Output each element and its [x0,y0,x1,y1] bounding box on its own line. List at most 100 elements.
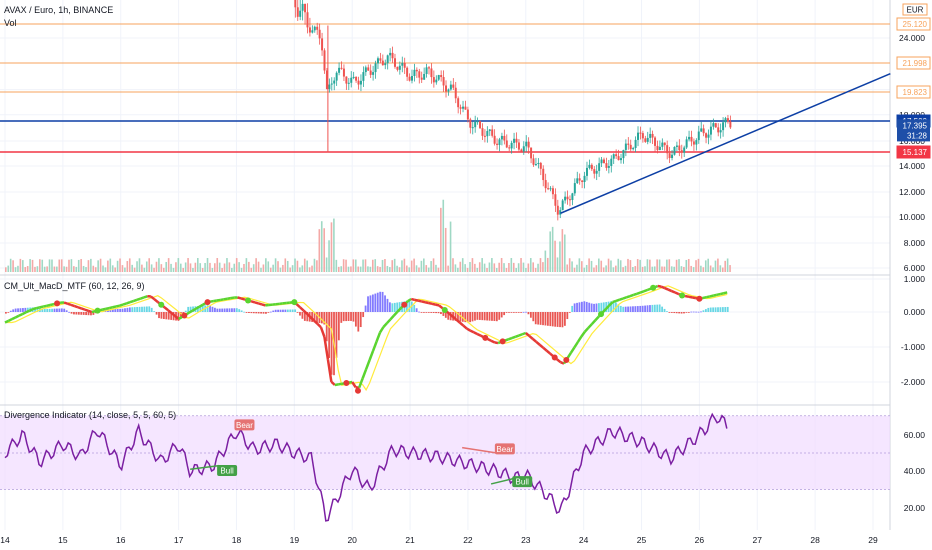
candle-body [452,84,455,88]
macd-histogram-bar [717,307,719,312]
volume-bar [685,259,688,272]
candle-body [471,127,474,129]
macd-line-segment [39,305,44,309]
rsi-line [4,412,728,522]
candle-body [658,146,661,151]
macd-line-segment [188,309,194,314]
volume-bar [498,262,500,272]
macd-histogram-bar [320,312,323,324]
volume-bar [214,263,216,272]
rsi-title: Divergence Indicator (14, close, 5, 5, 6… [4,410,176,420]
macd-cross-dot [291,299,298,306]
volume-bar [121,265,124,272]
candle-body [338,67,341,73]
bull-tag-box [217,465,238,476]
volume-bar [556,257,559,272]
macd-line-segment [195,305,201,310]
volume-bar [192,267,194,272]
macd-line-segment [590,319,597,326]
macd-histogram-bar [466,312,469,323]
macd-line-segment [21,311,27,316]
macd-cross-dot [679,292,686,299]
macd-histogram-bar [119,308,122,312]
macd-line-segment [140,296,145,300]
volume-bar [646,259,649,272]
macd-histogram-bar [160,312,163,319]
macd-line-segment [334,383,339,387]
volume-bar [316,260,318,272]
candle-body [700,128,703,132]
macd-histogram-bar [670,312,673,313]
macd-line-segment [389,314,395,321]
volume-bar [90,258,92,272]
macd-line-segment [230,296,235,300]
macd-histogram-bar [245,312,248,313]
macd-cross-dot [696,295,703,302]
volume-bar [668,259,671,272]
volume-bar [566,264,569,272]
candle-body [532,158,535,165]
volume-bar [70,259,73,272]
candle-body [722,122,725,131]
macd-line-segment [7,318,13,322]
volume-bar [51,259,53,272]
volume-bar [41,259,44,272]
volume-bar [362,259,364,272]
macd-line-segment [25,309,30,314]
volume-bar [515,267,517,272]
volume-bar [690,265,692,272]
volume-bar [231,267,233,272]
candle-body [576,178,579,184]
candle-body [469,119,472,128]
volume-bar [491,258,493,272]
macd-histogram-bar [695,311,698,313]
macd-histogram-bar [274,309,277,312]
candle-body [476,121,479,123]
macd-line-segment [80,307,86,311]
macd-line-segment [254,301,259,305]
candle-body [328,84,331,90]
volume-bar [427,267,430,272]
candle-body [641,133,644,139]
macd-histogram-bar [162,312,165,320]
candle-body [522,146,525,152]
volume-bar [119,258,121,272]
bear-tag: Bear [496,445,513,454]
macd-line-segment [237,296,242,300]
macd-histogram-bar [262,312,265,314]
macd-histogram-bar [167,312,170,320]
macd-histogram-bar [444,312,447,318]
candle-body [542,168,545,181]
macd-line-segment [364,359,371,370]
candle-body [335,72,338,81]
volume-bar [111,265,114,272]
volume-bar [476,267,479,272]
macd-histogram-bar [255,312,258,314]
volume-bar [505,267,508,272]
macd-histogram-bar [342,312,345,322]
trendline[interactable] [560,72,891,214]
volume-bar [593,267,595,272]
volume-bar [136,261,138,272]
time-tick-label: 29 [868,535,878,545]
candle-body [440,75,443,78]
macd-histogram-bar [354,312,357,327]
volume-bar [542,262,544,272]
macd-line-segment [375,332,382,343]
bull-tag: Bull [220,467,234,476]
volume-bar [583,267,586,272]
macd-tick-label: 0.000 [904,307,926,317]
candle-body [308,27,311,33]
volume-bar [369,266,372,272]
macd-line-segment [309,316,315,322]
macd-histogram-bar [398,302,401,312]
volume-bar [133,267,136,272]
macd-histogram-bar [367,296,369,312]
time-tick-label: 18 [232,535,242,545]
macd-cross-dot [441,307,448,314]
volume-bar [612,267,615,272]
macd-histogram-bar [581,301,583,312]
macd-histogram-bar [423,312,425,313]
price-tick-label: 14.000 [899,161,925,171]
